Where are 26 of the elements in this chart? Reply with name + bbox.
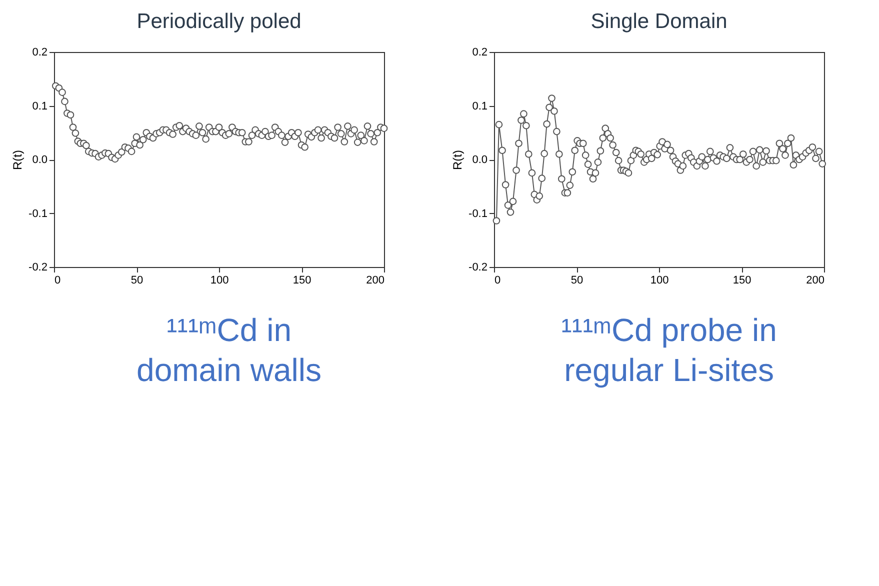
y-tick-label: -0.2	[28, 262, 48, 274]
x-tick-label: 150	[732, 274, 752, 286]
y-tick-label: 0.0	[32, 154, 48, 166]
y-tick-label: 0.2	[32, 46, 48, 58]
x-tick-label: 200	[806, 274, 824, 286]
y-tick-label: -0.1	[28, 208, 48, 220]
text: ¹¹¹ᵐCd probe in regular Li-sites	[561, 312, 777, 388]
x-tick-label: 100	[650, 274, 669, 286]
x-tick-label: 150	[292, 274, 312, 286]
x-tick-label: 200	[366, 274, 384, 286]
chart-title: Periodically poled	[136, 10, 302, 33]
chart-title: Single Domain	[590, 10, 728, 33]
x-tick-label: 50	[570, 274, 584, 286]
y-tick-label: -0.2	[468, 262, 488, 274]
y-tick-label: 0.1	[32, 100, 48, 112]
y-tick-label: 0.0	[472, 154, 488, 166]
y-tick-label: 0.2	[472, 46, 488, 58]
x-tick-label: 50	[130, 274, 144, 286]
x-tick-label: 100	[210, 274, 229, 286]
y-axis-title: R(t)	[450, 150, 465, 170]
x-tick-label: 0	[54, 274, 61, 286]
text: ¹¹¹ᵐCd in domain walls	[136, 312, 322, 388]
y-tick-label: 0.1	[472, 100, 488, 112]
y-axis-title: R(t)	[10, 150, 25, 170]
y-tick-label: -0.1	[468, 208, 488, 220]
x-tick-label: 0	[494, 274, 501, 286]
